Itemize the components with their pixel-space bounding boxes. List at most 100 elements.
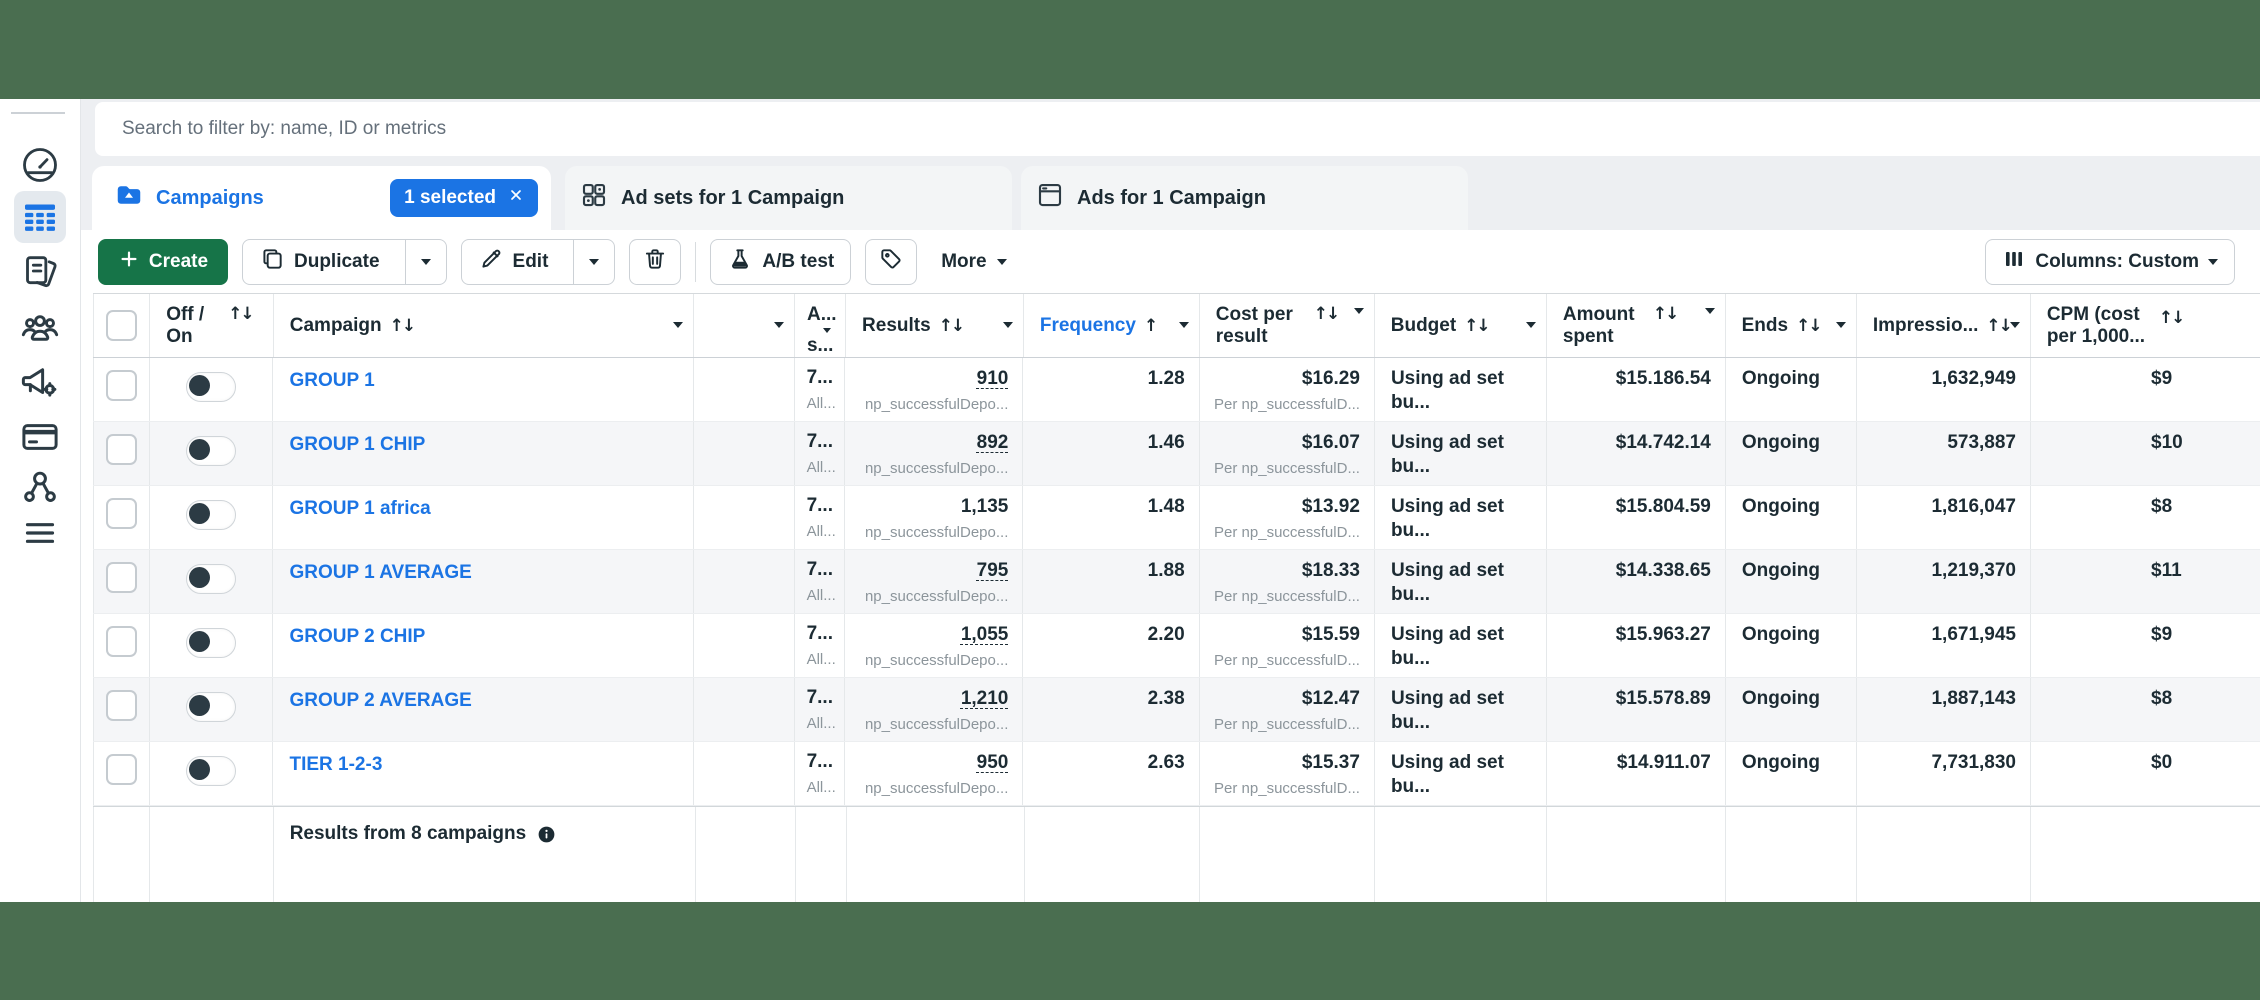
ab-test-button[interactable]: A/B test: [710, 238, 852, 285]
select-all-checkbox[interactable]: [106, 310, 138, 341]
filter-caret-icon[interactable]: [2009, 322, 2020, 328]
filter-caret-icon[interactable]: [822, 328, 831, 333]
results-value[interactable]: 892: [976, 432, 1009, 453]
impressions-value: 573,887: [1947, 432, 2016, 453]
row-checkbox[interactable]: [106, 626, 138, 657]
all-tools-menu-icon[interactable]: [14, 507, 66, 559]
cpm-value: $10: [2151, 432, 2183, 453]
sort-both-icon[interactable]: ↑↓: [2158, 308, 2185, 328]
row-checkbox[interactable]: [106, 434, 138, 465]
filter-caret-icon[interactable]: [1002, 322, 1013, 328]
filter-caret-icon[interactable]: [1835, 322, 1846, 328]
duplicate-main[interactable]: Duplicate: [243, 240, 396, 284]
pages-icon[interactable]: [14, 245, 66, 297]
campaign-link[interactable]: TIER 1-2-3: [289, 754, 383, 775]
ads-window-icon: [1035, 180, 1065, 216]
campaign-link[interactable]: GROUP 1: [289, 370, 375, 391]
sort-both-icon[interactable]: ↑↓: [1986, 315, 2012, 336]
results-value[interactable]: 910: [976, 368, 1009, 389]
campaign-link[interactable]: GROUP 1 CHIP: [289, 434, 426, 455]
info-icon[interactable]: [536, 824, 557, 851]
cpm-value: $9: [2151, 368, 2173, 389]
row-checkbox[interactable]: [106, 370, 138, 401]
selected-badge[interactable]: 1 selected: [390, 179, 538, 217]
network-icon[interactable]: [14, 461, 66, 513]
col-header-results[interactable]: Results ↑↓: [846, 294, 1024, 357]
filter-caret-icon[interactable]: [1353, 308, 1364, 314]
row-checkbox[interactable]: [106, 754, 138, 785]
tag-button[interactable]: [865, 238, 918, 285]
budget-value: Using ad set bu...: [1390, 624, 1504, 669]
megaphone-gear-icon[interactable]: [14, 356, 66, 408]
row-checkbox[interactable]: [106, 690, 138, 721]
results-value[interactable]: 1,055: [960, 624, 1009, 645]
campaign-toggle[interactable]: [186, 372, 237, 402]
col-header-impressions[interactable]: Impressio... ↑↓: [1857, 294, 2031, 357]
col-header-cpm[interactable]: CPM (cost per 1,000... ↑↓: [2031, 294, 2260, 357]
col-header-cost-per-result[interactable]: Cost per result ↑↓: [1200, 294, 1375, 357]
campaign-toggle[interactable]: [186, 436, 237, 466]
duplicate-button: Duplicate: [242, 238, 447, 285]
gauge-icon[interactable]: [14, 139, 66, 191]
campaign-link[interactable]: GROUP 1 africa: [289, 498, 431, 519]
toggle-knob: [189, 631, 211, 652]
campaign-link[interactable]: GROUP 1 AVERAGE: [289, 562, 472, 583]
row-checkbox[interactable]: [106, 562, 138, 593]
filter-caret-icon[interactable]: [1525, 322, 1536, 328]
edit-dropdown[interactable]: [573, 239, 614, 284]
campaign-toggle[interactable]: [186, 628, 237, 658]
col-header-attribution[interactable]: A... s...: [795, 294, 847, 357]
col-header-unnamed[interactable]: [694, 294, 795, 357]
cpm-value: $9: [2151, 624, 2173, 645]
col-header-budget[interactable]: Budget ↑↓: [1375, 294, 1547, 357]
delete-button[interactable]: [629, 238, 682, 285]
search-input[interactable]: Search to filter by: name, ID or metrics: [95, 102, 2260, 156]
sort-both-icon[interactable]: ↑↓: [389, 315, 416, 336]
more-button[interactable]: More: [931, 251, 1016, 273]
sort-both-icon[interactable]: ↑↓: [1464, 315, 1490, 336]
summary-row: Results from 8 campaigns: [93, 806, 2260, 902]
tab-ads[interactable]: Ads for 1 Campaign: [1021, 166, 1468, 230]
impressions-value: 1,887,143: [1931, 688, 2016, 709]
results-value[interactable]: 1,210: [960, 688, 1009, 709]
sort-both-icon[interactable]: ↑↓: [1652, 304, 1679, 324]
cost-sub: Per np_successfulD...: [1214, 652, 1360, 669]
results-value[interactable]: 1,135: [960, 496, 1009, 517]
filter-caret-icon[interactable]: [1704, 308, 1715, 314]
sort-both-icon[interactable]: ↑↓: [1796, 315, 1822, 336]
tab-adsets[interactable]: Ad sets for 1 Campaign: [565, 166, 1012, 230]
ends-value: Ongoing: [1741, 496, 1820, 517]
results-value[interactable]: 950: [976, 752, 1009, 773]
col-header-off-on[interactable]: Off / On ↑↓: [150, 294, 274, 357]
col-header-ends[interactable]: Ends ↑↓: [1726, 294, 1857, 357]
col-header-campaign[interactable]: Campaign ↑↓: [274, 294, 695, 357]
row-checkbox[interactable]: [106, 498, 138, 529]
col-header-select-all[interactable]: [93, 294, 151, 357]
campaign-toggle[interactable]: [186, 500, 237, 530]
billing-card-icon[interactable]: [14, 411, 66, 463]
sort-asc-icon[interactable]: ↑: [1143, 315, 1158, 336]
audiences-icon[interactable]: [14, 301, 66, 353]
sort-both-icon[interactable]: ↑↓: [228, 304, 254, 324]
filter-caret-icon[interactable]: [1178, 322, 1189, 328]
campaign-toggle[interactable]: [186, 564, 237, 594]
col-header-frequency[interactable]: Frequency ↑: [1024, 294, 1200, 357]
campaign-link[interactable]: GROUP 2 CHIP: [289, 626, 426, 647]
sort-both-icon[interactable]: ↑↓: [938, 315, 965, 336]
ends-value: Ongoing: [1741, 560, 1820, 581]
campaign-toggle[interactable]: [186, 692, 237, 722]
tab-campaigns[interactable]: Campaigns 1 selected: [92, 166, 551, 230]
results-value[interactable]: 795: [976, 560, 1009, 581]
campaign-toggle[interactable]: [186, 756, 237, 786]
col-header-amount-spent[interactable]: Amount spent ↑↓: [1547, 294, 1726, 357]
close-icon[interactable]: [508, 187, 524, 209]
filter-caret-icon[interactable]: [773, 322, 784, 328]
columns-button[interactable]: Columns: Custom: [1985, 238, 2235, 285]
campaigns-table-icon[interactable]: [14, 191, 66, 243]
filter-caret-icon[interactable]: [673, 322, 684, 328]
sort-both-icon[interactable]: ↑↓: [1313, 304, 1340, 324]
duplicate-dropdown[interactable]: [404, 239, 446, 284]
campaign-link[interactable]: GROUP 2 AVERAGE: [289, 690, 472, 711]
create-button[interactable]: Create: [98, 238, 228, 285]
edit-main[interactable]: Edit: [462, 240, 565, 284]
